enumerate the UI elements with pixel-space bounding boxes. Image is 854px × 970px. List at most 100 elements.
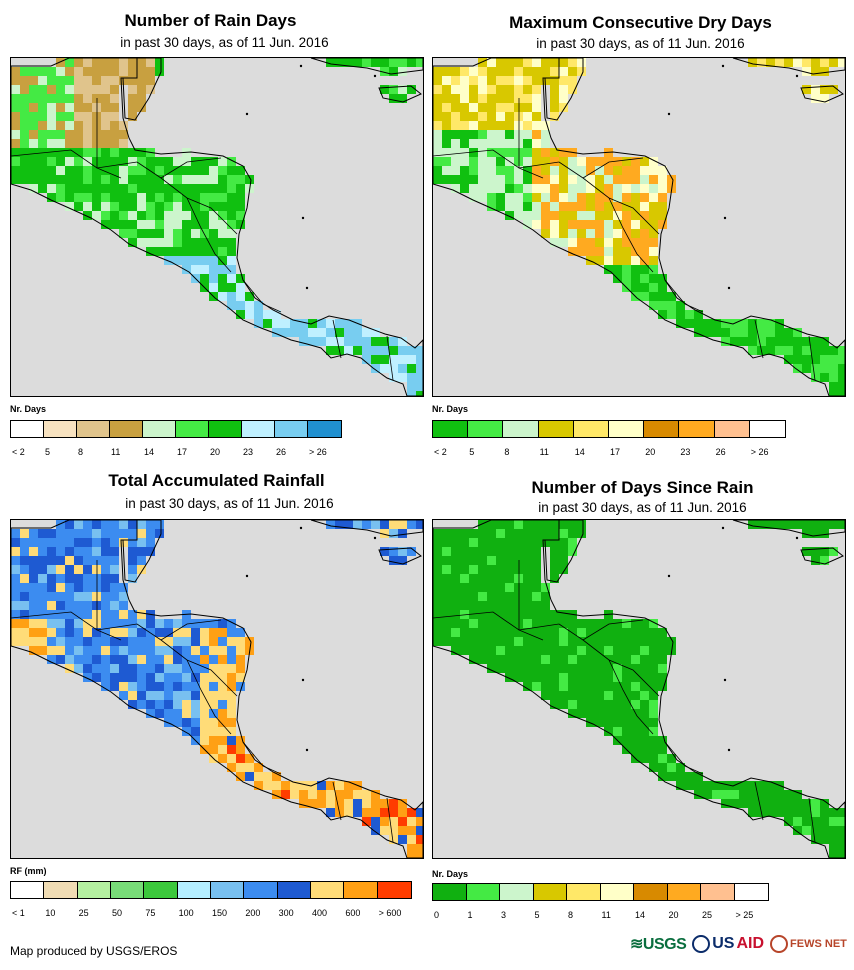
- map-cell: [20, 556, 29, 565]
- legend-label: 1: [467, 910, 473, 920]
- coastline: [433, 520, 845, 858]
- map-cell: [155, 664, 164, 673]
- island-dot: [305, 286, 309, 290]
- map-cell: [604, 247, 613, 256]
- map-cell: [209, 166, 218, 175]
- map-cell: [811, 364, 820, 373]
- map-cell: [442, 76, 451, 85]
- map-cell: [568, 538, 577, 547]
- map-cell: [353, 346, 362, 355]
- map-cell: [191, 691, 200, 700]
- map-cell: [209, 193, 218, 202]
- map-cell: [640, 637, 649, 646]
- map-cell: [613, 682, 622, 691]
- map-cell: [146, 682, 155, 691]
- map-cell: [65, 619, 74, 628]
- map-cell: [622, 682, 631, 691]
- map-cell: [829, 817, 838, 826]
- map-cell: [110, 529, 119, 538]
- map-cell: [110, 112, 119, 121]
- map-cell: [101, 619, 110, 628]
- map-cell: [820, 337, 829, 346]
- map-cell: [407, 547, 416, 556]
- map-cell: [74, 547, 83, 556]
- map-cell: [335, 799, 344, 808]
- map-cell: [631, 619, 640, 628]
- map-cell: [775, 328, 784, 337]
- map-cell: [469, 565, 478, 574]
- map-cell: [550, 646, 559, 655]
- map-cell: [487, 520, 496, 529]
- map-cell: [586, 709, 595, 718]
- map-cell: [344, 346, 353, 355]
- map-cell: [92, 673, 101, 682]
- map-cell: [469, 166, 478, 175]
- map-cell: [505, 139, 514, 148]
- map-cell: [119, 610, 128, 619]
- map-cell: [155, 673, 164, 682]
- map-cell: [101, 220, 110, 229]
- map-cell: [83, 655, 92, 664]
- map-cell: [209, 637, 218, 646]
- map-cell: [128, 538, 137, 547]
- map-cell: [649, 709, 658, 718]
- map-cell: [694, 310, 703, 319]
- map-cell: [658, 646, 667, 655]
- map-cell: [568, 238, 577, 247]
- map-cell: [47, 112, 56, 121]
- map-cell: [748, 346, 757, 355]
- map-cell: [460, 85, 469, 94]
- map-cell: [595, 619, 604, 628]
- map-cell: [173, 709, 182, 718]
- map-cell: [200, 157, 209, 166]
- map-cell: [65, 574, 74, 583]
- map-cell: [469, 610, 478, 619]
- map-cell: [703, 319, 712, 328]
- map-cell: [550, 112, 559, 121]
- map-cell: [110, 628, 119, 637]
- map-cell: [155, 238, 164, 247]
- map-cell: [514, 139, 523, 148]
- map-cell: [532, 67, 541, 76]
- legend-swatch: [143, 421, 176, 437]
- map-cell: [478, 139, 487, 148]
- panel-subtitle: in past 30 days, as of 11 Jun. 2016: [536, 36, 745, 51]
- legend-label: 50: [112, 908, 123, 918]
- map-cell: [74, 637, 83, 646]
- map-cell: [164, 202, 173, 211]
- map-cell: [236, 673, 245, 682]
- map-cell: [227, 619, 236, 628]
- map-cell: [613, 700, 622, 709]
- map-cell: [604, 727, 613, 736]
- map-cell: [658, 637, 667, 646]
- map-cell: [101, 121, 110, 130]
- map-cell: [667, 637, 676, 646]
- map-cell: [164, 157, 173, 166]
- legend-swatch: [503, 421, 539, 437]
- map-cell: [568, 646, 577, 655]
- map-cell: [101, 67, 110, 76]
- country-border: [160, 619, 222, 641]
- map-cell: [20, 157, 29, 166]
- map-cell: [469, 112, 478, 121]
- map-cell: [47, 601, 56, 610]
- map-cell: [721, 337, 730, 346]
- map-cell: [550, 211, 559, 220]
- map-cell: [101, 193, 110, 202]
- legend-label: 17: [177, 447, 188, 457]
- map-cell: [128, 637, 137, 646]
- map-cell: [74, 655, 83, 664]
- map-cell: [101, 175, 110, 184]
- map-cell: [811, 85, 820, 94]
- map-cell: [559, 529, 568, 538]
- map-cell: [442, 130, 451, 139]
- map-cell: [110, 211, 119, 220]
- map-cell: [173, 211, 182, 220]
- map-cell: [811, 547, 820, 556]
- map-cell: [110, 619, 119, 628]
- map-cell: [92, 202, 101, 211]
- map-cell: [92, 211, 101, 220]
- map-cell: [640, 238, 649, 247]
- map-cell: [83, 184, 92, 193]
- map-cell: [496, 130, 505, 139]
